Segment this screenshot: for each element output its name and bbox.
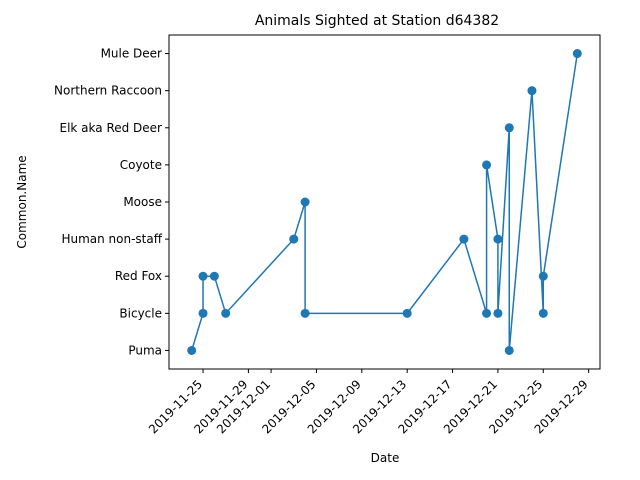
data-point (198, 271, 208, 281)
y-tick-label: Puma (128, 343, 162, 357)
data-point (493, 308, 503, 318)
data-point (482, 308, 492, 318)
plot-area (187, 49, 582, 355)
y-tick-label: Red Fox (115, 269, 162, 283)
data-point (459, 234, 469, 244)
series-line (190, 53, 579, 351)
data-point (482, 160, 492, 170)
data-point (209, 271, 219, 281)
y-tick-label: Moose (123, 195, 162, 209)
y-tick-label: Northern Raccoon (54, 84, 162, 98)
x-axis-label: Date (371, 451, 400, 465)
data-point (493, 234, 503, 244)
y-axis: Puma Bicycle Red Fox Human non-staff Moose Co… (54, 47, 169, 357)
y-axis-label: Common.Name (15, 155, 29, 248)
data-point (527, 86, 537, 96)
data-point (198, 308, 208, 318)
y-tick-label: Bicycle (119, 306, 162, 320)
data-point (538, 271, 548, 281)
y-tick-label: Elk aka Red Deer (60, 121, 163, 135)
data-point (300, 308, 310, 318)
chart-title: Animals Sighted at Station d64382 (255, 13, 499, 29)
y-tick-label: Coyote (120, 158, 162, 172)
y-tick-label: Mule Deer (101, 47, 162, 61)
data-point (538, 308, 548, 318)
data-point (187, 345, 197, 355)
data-point (504, 345, 514, 355)
data-point (300, 197, 310, 207)
data-point (221, 308, 231, 318)
data-point (504, 123, 514, 133)
data-point (402, 308, 412, 318)
plot-frame (168, 34, 601, 370)
data-point (572, 49, 582, 59)
data-point (289, 234, 299, 244)
y-tick-label: Human non-staff (61, 232, 162, 246)
